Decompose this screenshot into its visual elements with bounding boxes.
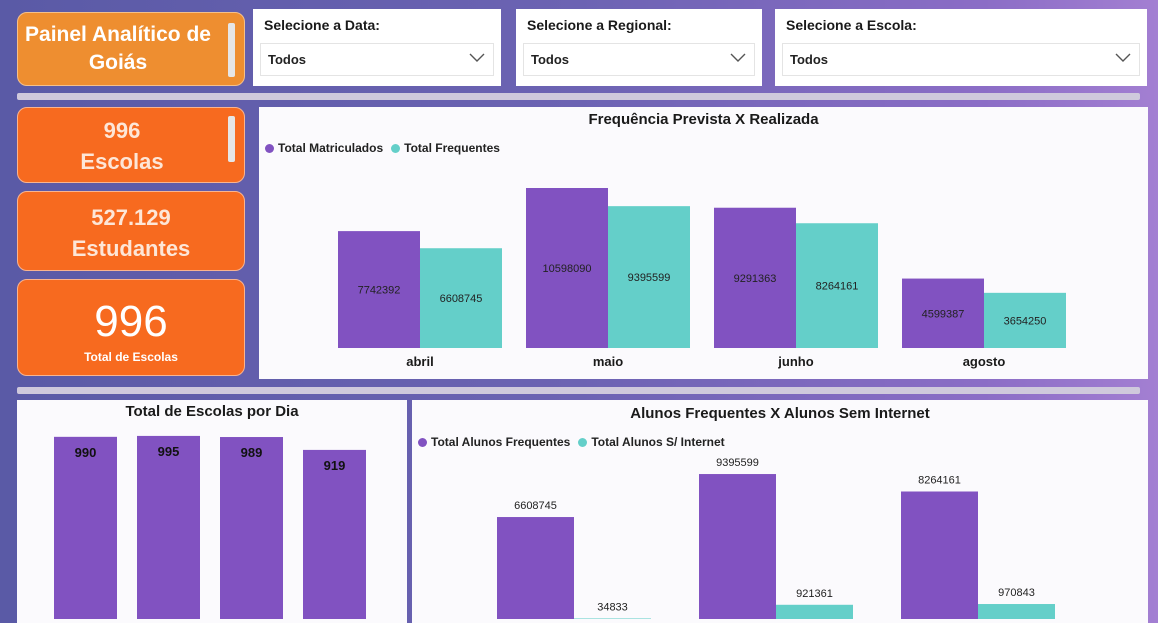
chart-frequencia-svg: 7742392 6608745 abril 10598090 9395599 maio 92… <box>338 188 1066 369</box>
dashboard-title: Painel Analítico de Goiás <box>25 23 211 74</box>
bar <box>901 491 978 619</box>
tick-label: junho <box>777 354 813 369</box>
data-label: 6608745 <box>440 293 483 305</box>
data-label: 8264161 <box>918 474 961 486</box>
filter-regional-value: Todos <box>531 52 570 67</box>
tick-label: maio <box>593 354 623 369</box>
chevron-down-icon <box>469 53 485 62</box>
bar <box>338 231 420 348</box>
bar <box>699 474 776 619</box>
data-label: 7742392 <box>358 285 401 297</box>
legend-dot-icon <box>418 437 427 447</box>
data-label: 970843 <box>998 587 1035 599</box>
bar <box>978 604 1055 619</box>
filter-regional-select[interactable]: Todos <box>523 43 755 76</box>
chart-frequencia-legend: Total Matriculados Total Frequentes <box>265 141 500 155</box>
filter-date-label: Selecione a Data: <box>264 17 380 33</box>
data-label: 9291363 <box>734 273 777 285</box>
scrollbar-handle[interactable] <box>228 116 235 162</box>
kpi-escolas-value: 996 <box>103 118 141 143</box>
kpi-total-value: 996 <box>94 297 168 346</box>
data-label: 10598090 <box>543 263 592 275</box>
bar <box>714 207 796 348</box>
bar <box>984 292 1066 348</box>
chart-internet-legend: Total Alunos Frequentes Total Alunos S/ … <box>418 435 725 449</box>
scrollbar-handle[interactable] <box>228 23 235 77</box>
filter-regional-label: Selecione a Regional: <box>527 17 672 33</box>
tick-label: abril <box>406 354 433 369</box>
kpi-estudantes-label: Estudantes <box>71 236 191 261</box>
data-label: 34833 <box>597 601 628 613</box>
data-label: 8264161 <box>816 281 859 293</box>
legend-item-matriculados[interactable]: Total Matriculados <box>278 141 384 155</box>
chart-internet-title: Alunos Frequentes X Alunos Sem Internet <box>630 405 930 422</box>
data-label: 919 <box>324 458 346 473</box>
bar <box>608 206 690 348</box>
kpi-escolas-label: Escolas <box>80 149 164 174</box>
chart-escolas-dia-title: Total de Escolas por Dia <box>125 403 299 420</box>
kpi-escolas-card: 996 Escolas <box>17 107 245 183</box>
legend-dot-icon <box>265 143 274 153</box>
filter-date: Selecione a Data: Todos <box>253 9 501 86</box>
chart-escolas-dia-panel: Total de Escolas por Dia 990 995 989 919 <box>17 400 407 623</box>
filter-date-select[interactable]: Todos <box>260 43 494 76</box>
bar <box>526 188 608 348</box>
chart-frequencia-panel: Frequência Prevista X Realizada Total Ma… <box>259 107 1148 379</box>
chevron-down-icon <box>730 53 746 62</box>
filter-school-label: Selecione a Escola: <box>786 17 917 33</box>
kpi-total-label: Total de Escolas <box>84 350 178 364</box>
bar <box>497 517 574 619</box>
chart-internet-svg: 6608745 34833 9395599 921361 8264161 970843 <box>497 457 1055 619</box>
legend-dot-icon <box>578 437 588 447</box>
bar <box>220 437 283 619</box>
filter-date-value: Todos <box>268 52 307 67</box>
tick-label: agosto <box>963 354 1006 369</box>
filter-regional: Selecione a Regional: Todos <box>516 9 762 86</box>
data-label: 921361 <box>796 588 833 600</box>
data-label: 3654250 <box>1004 315 1047 327</box>
kpi-estudantes-card: 527.129 Estudantes <box>17 191 245 271</box>
bar <box>303 449 366 619</box>
filter-school-select[interactable]: Todos <box>782 43 1140 76</box>
data-label: 9395599 <box>716 457 759 469</box>
bar <box>54 436 117 619</box>
bar <box>776 604 853 619</box>
data-label: 6608745 <box>514 500 557 512</box>
chart-internet-panel: Alunos Frequentes X Alunos Sem Internet … <box>412 400 1148 623</box>
legend-item-frequentes[interactable]: Total Frequentes <box>404 141 500 155</box>
bar <box>796 223 878 348</box>
bar <box>902 278 984 348</box>
filter-school: Selecione a Escola: Todos <box>775 9 1147 86</box>
dashboard-title-card: Painel Analítico de Goiás <box>17 12 245 86</box>
data-label: 990 <box>75 445 97 460</box>
kpi-estudantes-value: 527.129 <box>91 205 171 230</box>
data-label: 995 <box>158 444 180 459</box>
data-label: 9395599 <box>628 272 671 284</box>
legend-dot-icon <box>391 143 401 153</box>
bar <box>420 248 502 348</box>
chart-frequencia-title: Frequência Prevista X Realizada <box>588 111 819 128</box>
kpi-total-card: 996 Total de Escolas <box>17 279 245 376</box>
bar <box>137 435 200 619</box>
chevron-down-icon <box>1115 53 1131 62</box>
divider-middle <box>17 387 1140 394</box>
data-label: 989 <box>241 445 263 460</box>
data-label: 4599387 <box>922 308 965 320</box>
chart-escolas-dia-svg: 990 995 989 919 <box>54 435 366 619</box>
divider-top <box>17 93 1140 100</box>
filter-school-value: Todos <box>790 52 829 67</box>
legend-item-alunos-frequentes[interactable]: Total Alunos Frequentes <box>431 435 571 449</box>
bar <box>574 618 651 619</box>
legend-item-sem-internet[interactable]: Total Alunos S/ Internet <box>591 435 725 449</box>
